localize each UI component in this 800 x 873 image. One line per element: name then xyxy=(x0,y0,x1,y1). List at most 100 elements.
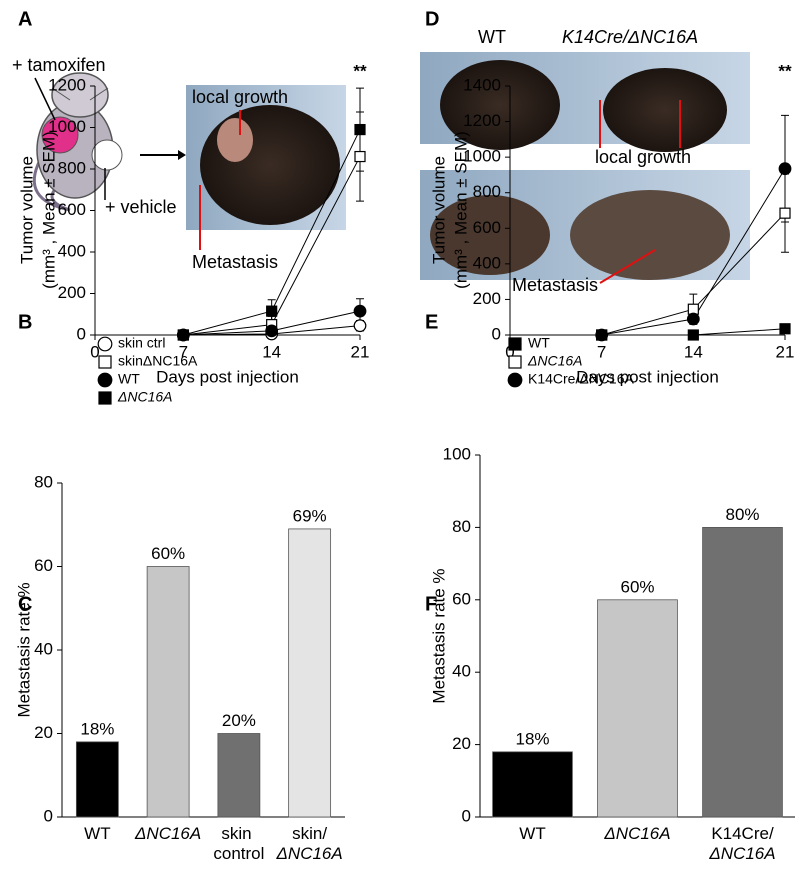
y-tick-label: 40 xyxy=(452,662,471,681)
photo-mouse xyxy=(430,195,550,275)
marker xyxy=(687,329,699,341)
value-label: 60% xyxy=(620,577,654,596)
y-tick-label: 100 xyxy=(443,444,471,463)
legend-label: skinΔNC16A xyxy=(118,353,198,369)
y-tick-label: 800 xyxy=(473,182,501,201)
bar xyxy=(146,566,190,818)
legend-marker xyxy=(507,372,523,388)
x-tick-label: 21 xyxy=(351,342,370,361)
y-tick-label: 60 xyxy=(452,589,471,608)
y-tick-label: 800 xyxy=(58,158,86,177)
photo-mouse xyxy=(440,60,560,150)
x-axis-label: Days post injection xyxy=(576,367,719,386)
x-tick-label: K14Cre/ΔNC16A xyxy=(708,824,775,863)
legend-label: ΔNC16A xyxy=(117,389,173,405)
marker xyxy=(595,328,609,342)
marker xyxy=(266,305,278,317)
value-label: 18% xyxy=(515,729,549,748)
legend-label: ΔNC16A xyxy=(527,353,583,369)
y-tick-label: 400 xyxy=(473,253,501,272)
x-tick-label: 0 xyxy=(505,342,514,361)
y-tick-label: 1200 xyxy=(463,111,501,130)
photo-mouse xyxy=(603,68,727,152)
panel-label: C xyxy=(18,593,32,615)
panel-label: F xyxy=(425,593,437,615)
x-tick-label: WT xyxy=(84,824,110,843)
marker xyxy=(778,162,792,176)
marker xyxy=(354,123,366,136)
annotation: local growth xyxy=(595,147,691,167)
x-tick-label: 0 xyxy=(90,342,99,361)
marker xyxy=(354,150,366,163)
y-tick-label: 0 xyxy=(462,806,471,825)
y-tick-label: 600 xyxy=(473,218,501,237)
x-tick-label: ΔNC16A xyxy=(134,824,201,843)
bar xyxy=(75,741,119,818)
y-tick-label: 40 xyxy=(34,639,53,658)
legend-label: WT xyxy=(528,335,550,351)
x-tick-label: 14 xyxy=(684,342,703,361)
y-axis-label: Tumor volume xyxy=(17,156,36,264)
y-tick-label: 60 xyxy=(34,556,53,575)
panel-label: D xyxy=(425,8,439,30)
value-label: 69% xyxy=(293,506,327,525)
panel-label: A xyxy=(18,8,32,30)
y-tick-label: 200 xyxy=(58,283,86,302)
value-label: 60% xyxy=(151,544,185,563)
y-axis-label: (mm³ , Mean ± SEM) xyxy=(39,131,58,289)
annotation: + tamoxifen xyxy=(12,55,106,75)
photo-mouse xyxy=(200,105,340,225)
y-tick-label: 1000 xyxy=(463,147,501,166)
annotation: Metastasis xyxy=(512,275,598,295)
x-tick-label: WT xyxy=(519,824,545,843)
pointer xyxy=(34,77,56,121)
annotation: Metastasis xyxy=(192,252,278,272)
bar xyxy=(217,733,261,818)
marker xyxy=(779,207,791,219)
significance: ** xyxy=(778,61,792,80)
y-tick-label: 20 xyxy=(452,734,471,753)
y-tick-label: 0 xyxy=(492,324,501,343)
y-axis-label: Metastasis rate % xyxy=(429,568,448,703)
mouse-cartoon xyxy=(32,72,123,212)
y-tick-label: 1200 xyxy=(48,75,86,94)
legend-marker xyxy=(98,391,112,405)
annotation: WT xyxy=(478,27,506,47)
x-tick-label: skin/ΔNC16A xyxy=(276,824,343,863)
y-tick-label: 80 xyxy=(34,472,53,491)
annotation: local growth xyxy=(192,87,288,107)
annotation: K14Cre/ΔNC16A xyxy=(562,27,698,47)
legend-label: skin ctrl xyxy=(118,335,165,351)
y-tick-label: 400 xyxy=(58,241,86,260)
y-tick-label: 20 xyxy=(34,723,53,742)
legend-label: WT xyxy=(118,371,140,387)
marker xyxy=(265,324,279,338)
bar xyxy=(492,751,573,818)
marker xyxy=(686,312,700,326)
legend-marker xyxy=(508,337,522,351)
x-tick-label: 7 xyxy=(179,342,188,361)
legend-marker xyxy=(98,355,112,369)
bar xyxy=(288,528,332,818)
legend-marker xyxy=(97,372,113,388)
y-axis-label: (mm³ , Mean ± SEM) xyxy=(451,131,470,289)
y-tick-label: 1000 xyxy=(48,117,86,136)
pointer xyxy=(599,249,656,284)
x-tick-label: 21 xyxy=(776,342,795,361)
y-tick-label: 80 xyxy=(452,517,471,536)
photo-ear xyxy=(217,118,253,162)
y-tick-label: 1400 xyxy=(463,75,501,94)
value-label: 20% xyxy=(222,711,256,730)
marker xyxy=(353,304,367,318)
photo-mouse xyxy=(570,190,730,280)
marker xyxy=(177,329,189,341)
legend-marker xyxy=(508,355,522,369)
value-label: 18% xyxy=(80,719,114,738)
x-tick-label: skin control xyxy=(213,824,264,863)
y-tick-label: 200 xyxy=(473,289,501,308)
y-axis-label: Metastasis rate % xyxy=(14,582,33,717)
annotation: + vehicle xyxy=(105,197,177,217)
y-axis-label: Tumor volume xyxy=(429,156,448,264)
